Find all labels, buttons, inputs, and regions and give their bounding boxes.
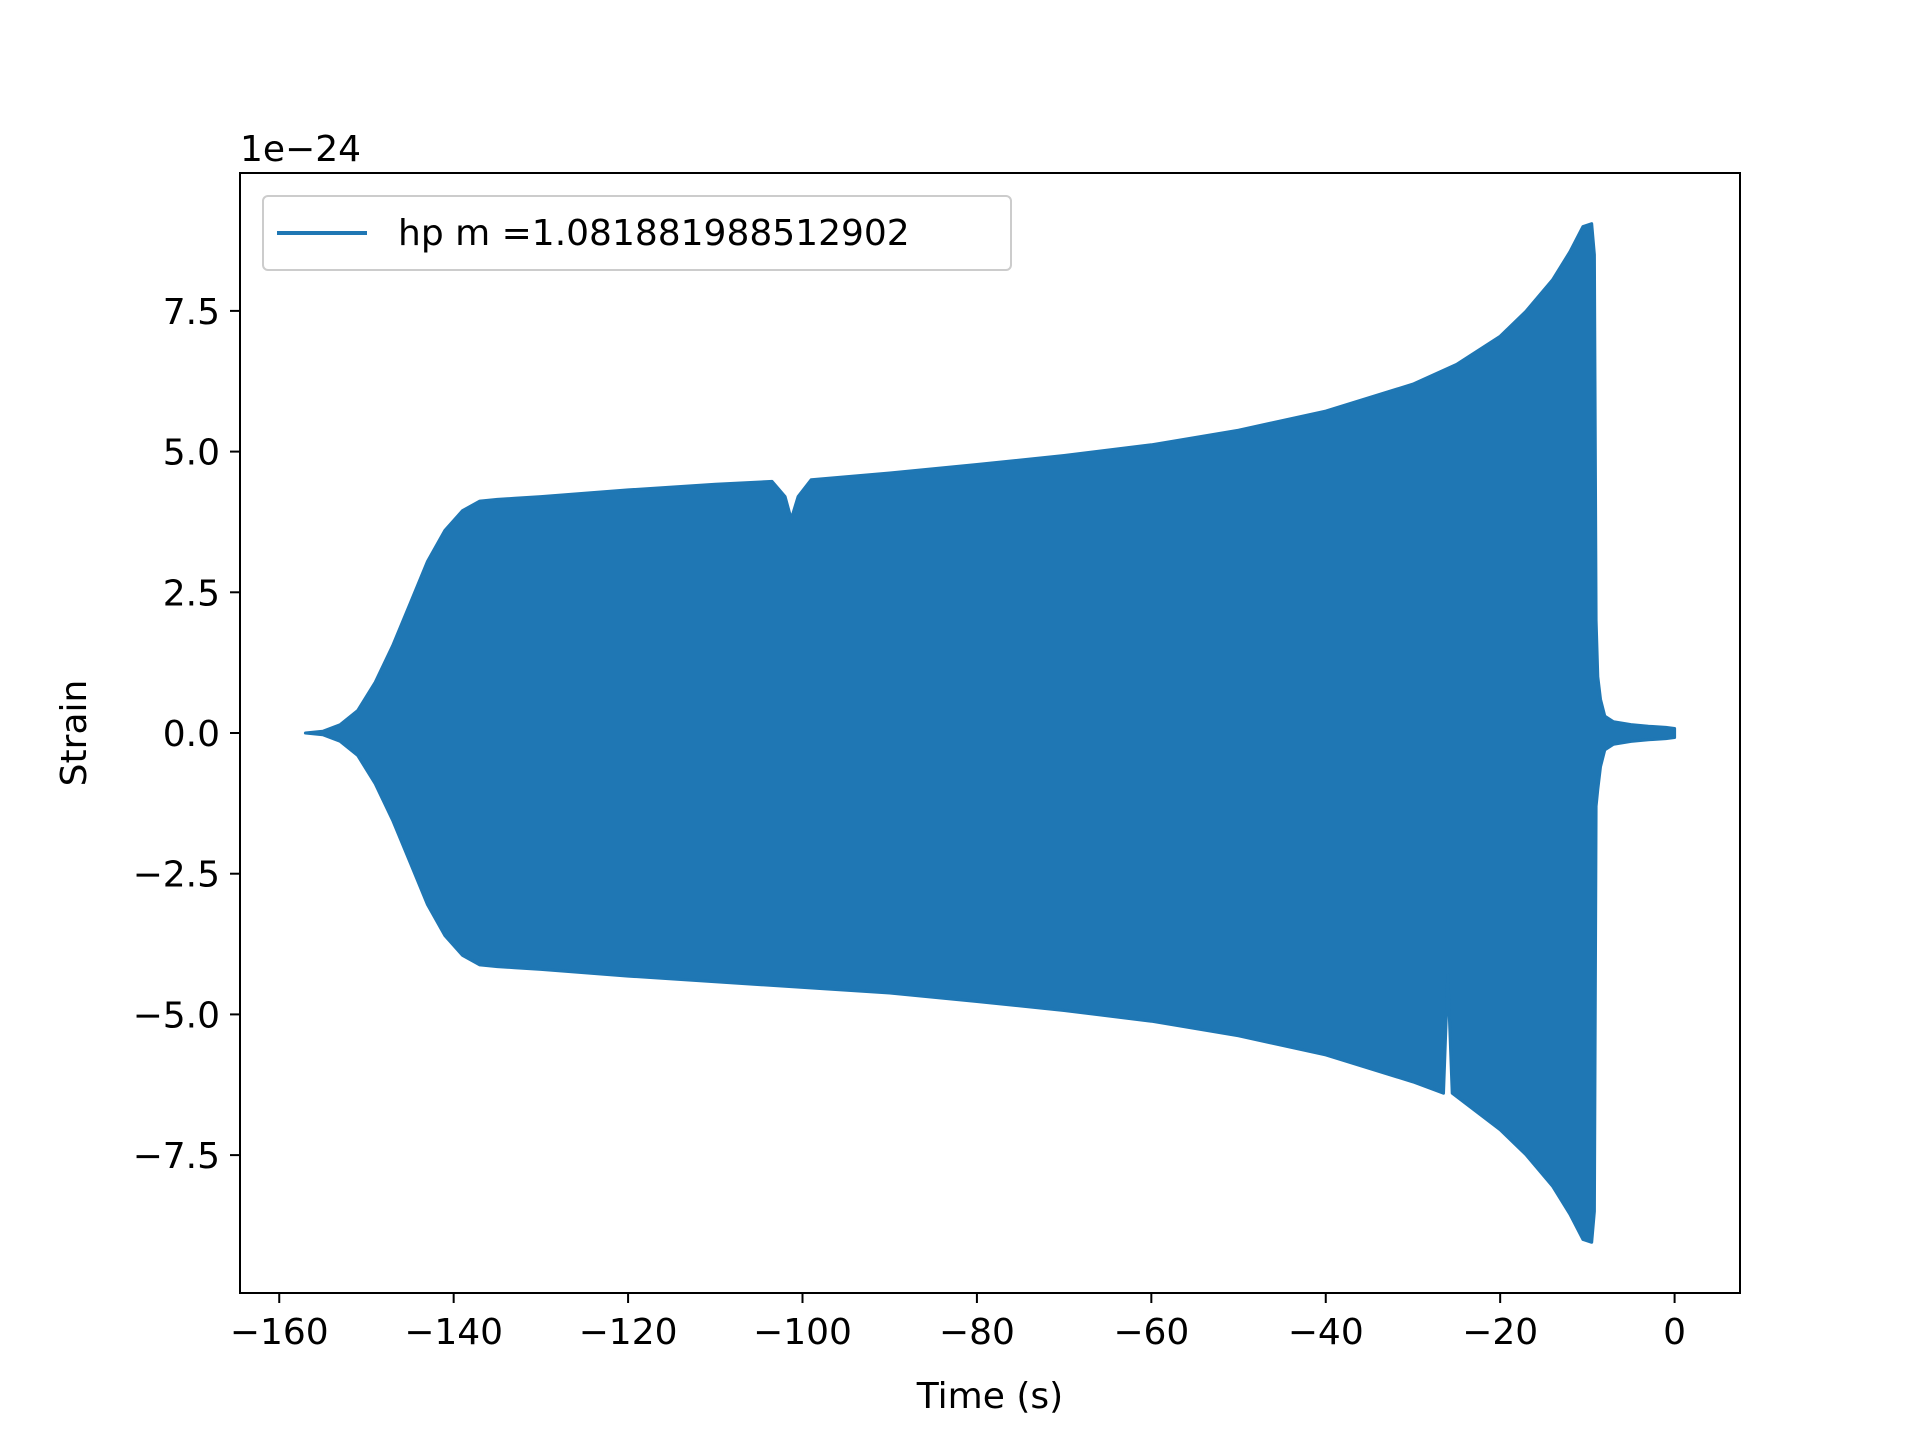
legend: hp m =1.081881988512902 xyxy=(262,195,1012,271)
y-axis-ticks: −7.5 −5.0 −2.5 0.0 2.5 5.0 7.5 xyxy=(133,292,240,1177)
x-tick-label: 0 xyxy=(1663,1312,1686,1353)
x-tick-label: −20 xyxy=(1462,1312,1538,1353)
series-layer xyxy=(303,222,1677,1244)
x-tick-label: −40 xyxy=(1288,1312,1364,1353)
y-axis-label: Strain xyxy=(54,680,95,787)
y-tick-label: −5.0 xyxy=(133,995,220,1036)
x-axis-ticks: −160 −140 −120 −100 −80 −60 −40 −20 0 xyxy=(230,1293,1686,1353)
x-tick-label: −100 xyxy=(753,1312,852,1353)
x-tick-label: −160 xyxy=(230,1312,329,1353)
x-tick-label: −80 xyxy=(939,1312,1015,1353)
x-tick-label: −140 xyxy=(404,1312,503,1353)
x-tick-label: −60 xyxy=(1113,1312,1189,1353)
series-hp-waveform xyxy=(303,222,1677,1244)
x-tick-label: −120 xyxy=(579,1312,678,1353)
y-tick-label: 7.5 xyxy=(163,292,220,333)
y-tick-label: 5.0 xyxy=(163,433,220,474)
y-tick-label: −2.5 xyxy=(133,855,220,896)
y-axis-offset-label: 1e−24 xyxy=(240,129,361,170)
y-tick-label: 2.5 xyxy=(163,573,220,614)
y-tick-label: −7.5 xyxy=(133,1136,220,1177)
x-axis-label: Time (s) xyxy=(916,1376,1063,1417)
legend-label: hp m =1.081881988512902 xyxy=(398,213,910,254)
legend-box xyxy=(262,195,1012,271)
y-tick-label: 0.0 xyxy=(163,714,220,755)
